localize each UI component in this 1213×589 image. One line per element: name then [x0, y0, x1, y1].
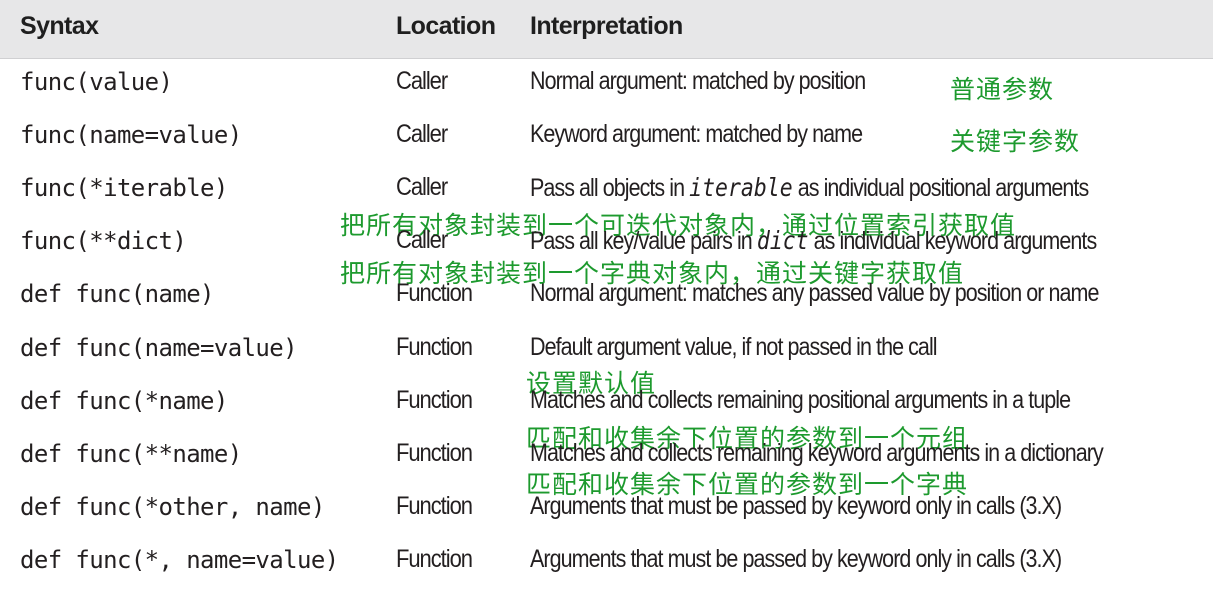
interpretation-cell: Arguments that must be passed by keyword… [530, 492, 1062, 520]
interpretation-cell: Matches and collects remaining positiona… [530, 386, 1071, 414]
location-cell: Function [396, 492, 473, 520]
interpretation-cell: Matches and collects remaining keyword a… [530, 439, 1104, 467]
syntax-cell: def func(name) [20, 280, 214, 308]
chinese-annotation: 把所有对象封装到一个字典对象内，通过关键字获取值 [340, 259, 965, 288]
syntax-cell: def func(*other, name) [20, 493, 325, 521]
location-cell: Caller [396, 173, 448, 201]
interpretation-text: Pass all objects in [530, 174, 690, 202]
table-row: def func(name=value) Function Default ar… [0, 324, 1213, 377]
table-row: def func(*other, name) Function Argument… [0, 483, 1213, 536]
interpretation-code: dict [756, 226, 809, 255]
interpretation-cell: Pass all key/value pairs in dict as indi… [530, 226, 1098, 256]
syntax-cell: func(*iterable) [20, 174, 228, 202]
location-column-header: Location [396, 12, 496, 40]
location-cell: Caller [396, 120, 448, 148]
location-cell: Caller [396, 226, 448, 254]
syntax-cell: def func(name=value) [20, 334, 298, 362]
syntax-cell: def func(**name) [20, 440, 242, 468]
chinese-annotation: 关键字参数 [950, 127, 1081, 156]
chinese-annotation: 普通参数 [950, 75, 1055, 104]
location-cell: Function [396, 439, 473, 467]
table-row: func(value) Caller Normal argument: matc… [0, 58, 1213, 111]
chinese-annotation: 把所有对象封装到一个可迭代对象内，通过位置索引获取值 [340, 211, 1017, 240]
table-row: def func(*name) Function Matches and col… [0, 377, 1213, 430]
chinese-annotation: 匹配和收集余下位置的参数到一个字典 [526, 470, 969, 499]
syntax-cell: def func(*, name=value) [20, 546, 339, 574]
interpretation-cell: Normal argument: matches any passed valu… [530, 279, 1099, 307]
interpretation-cell: Default argument value, if not passed in… [530, 333, 938, 361]
interpretation-text: as individual positional arguments [792, 174, 1089, 202]
table-row: func(name=value) Caller Keyword argument… [0, 111, 1213, 164]
table-header: Syntax Location Interpretation [0, 0, 1213, 59]
interpretation-cell: Keyword argument: matched by name [530, 120, 863, 148]
location-cell: Function [396, 386, 473, 414]
chinese-annotation: 匹配和收集余下位置的参数到一个元组 [526, 424, 969, 453]
syntax-column-header: Syntax [20, 12, 99, 40]
location-cell: Caller [396, 67, 448, 95]
table-row: def func(*, name=value) Function Argumen… [0, 536, 1213, 589]
syntax-cell: func(value) [20, 68, 173, 96]
chinese-annotation: 设置默认值 [526, 369, 657, 398]
location-cell: Function [396, 333, 473, 361]
location-cell: Function [396, 279, 473, 307]
table-row: func(**dict) Caller Pass all key/value p… [0, 217, 1213, 270]
table-row: def func(name) Function Normal argument:… [0, 270, 1213, 323]
interpretation-cell: Normal argument: matched by position [530, 67, 866, 95]
interpretation-text: Pass all key/value pairs in [530, 227, 757, 255]
table-row: func(*iterable) Caller Pass all objects … [0, 164, 1213, 217]
table-row: def func(**name) Function Matches and co… [0, 430, 1213, 483]
syntax-cell: func(name=value) [20, 121, 242, 149]
syntax-cell: func(**dict) [20, 227, 187, 255]
interpretation-text: as individual keyword arguments [808, 227, 1098, 255]
interpretation-cell: Arguments that must be passed by keyword… [530, 545, 1062, 573]
interpretation-code: iterable [689, 173, 793, 202]
location-cell: Function [396, 545, 473, 573]
syntax-cell: def func(*name) [20, 387, 228, 415]
interpretation-cell: Pass all objects in iterable as individu… [530, 173, 1089, 203]
interpretation-column-header: Interpretation [530, 12, 683, 40]
